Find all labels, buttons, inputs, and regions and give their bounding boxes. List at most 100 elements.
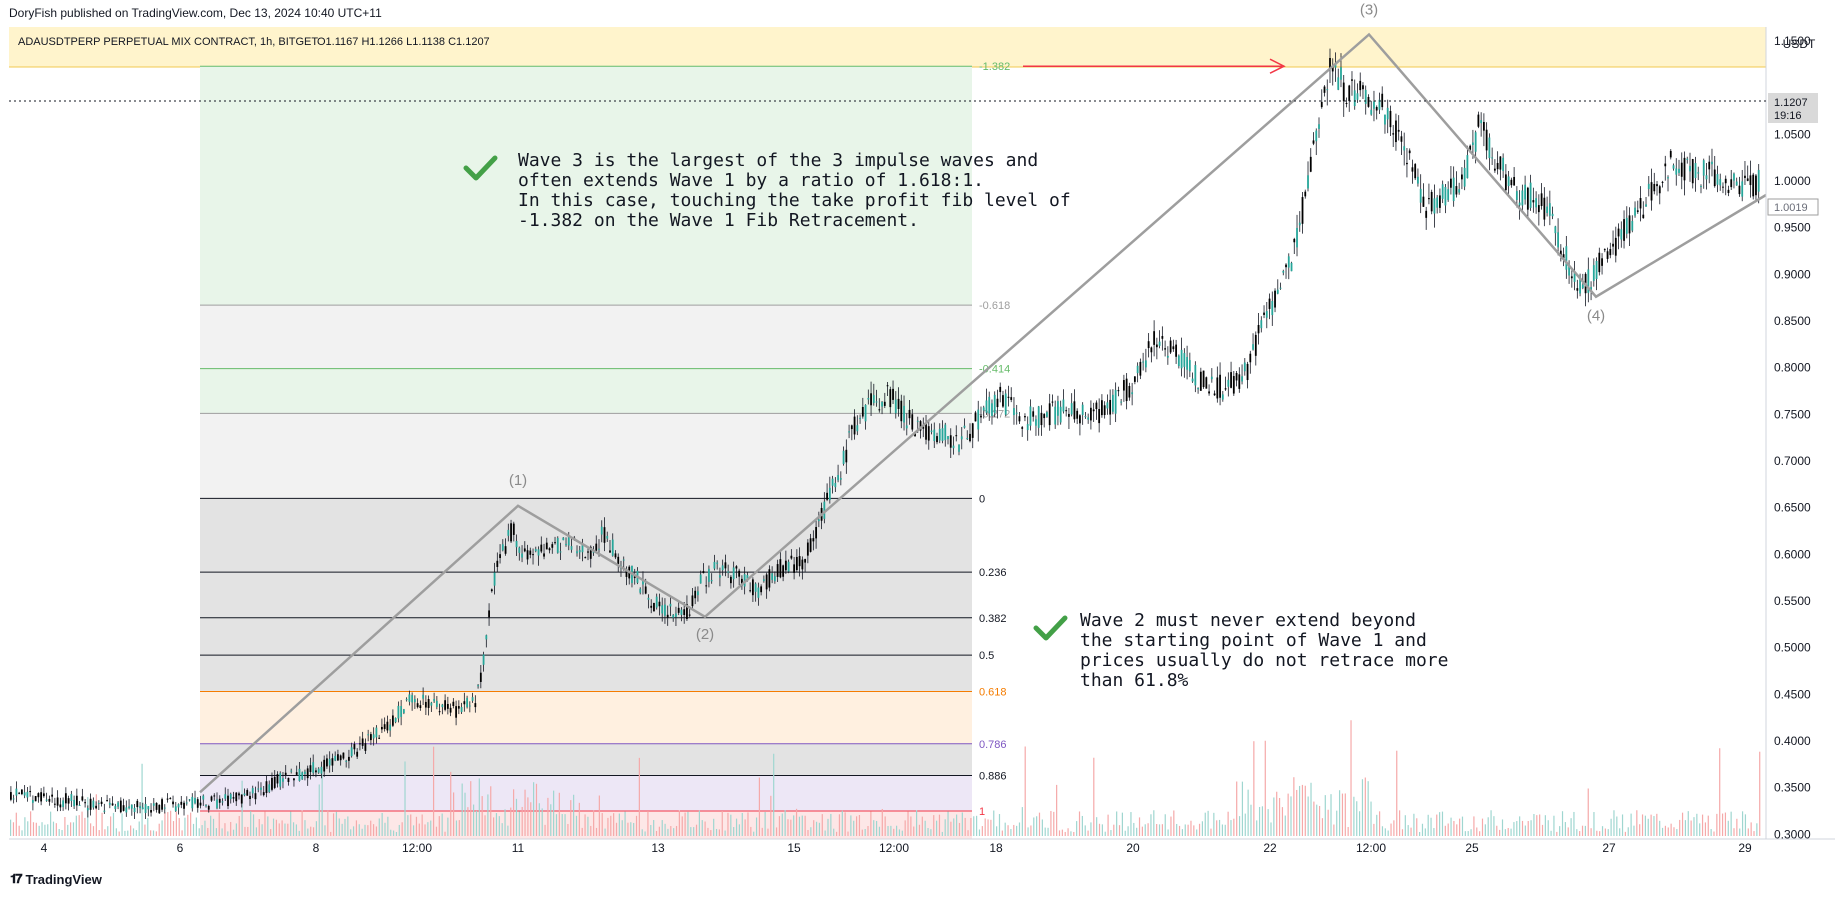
candle-body (1510, 179, 1513, 186)
volume-bar (901, 830, 903, 836)
volume-bar (1633, 825, 1635, 836)
candle-body (878, 409, 881, 411)
candle-body (1073, 401, 1076, 420)
volume-bar (1419, 831, 1421, 836)
candle-body (1241, 376, 1243, 382)
candle-body (48, 798, 51, 802)
candle-body (609, 550, 611, 553)
candle-body (199, 802, 202, 806)
volume-bar (275, 819, 277, 836)
volume-bar (730, 814, 732, 836)
candle-body (762, 579, 765, 582)
volume-bar (41, 822, 43, 836)
volume-bar (750, 826, 752, 836)
volume-bar (653, 820, 655, 836)
candle-body (1581, 284, 1584, 289)
candle-body (257, 788, 260, 790)
candle-body (367, 734, 370, 736)
candle-body (128, 806, 130, 809)
candle-body (485, 635, 488, 640)
volume-bar (567, 823, 569, 836)
volume-bar (893, 828, 895, 836)
tradingview-logo[interactable]: 𝟏𝟕 TradingView (10, 871, 102, 887)
volume-bar (724, 830, 726, 836)
candle-body (1386, 107, 1389, 120)
volume-bar (241, 780, 243, 836)
volume-bar (1681, 812, 1684, 836)
candle-body (664, 604, 666, 616)
candle-body (320, 766, 323, 774)
fib-zone (200, 66, 972, 306)
volume-bar (607, 817, 609, 836)
volume-bar (738, 824, 741, 836)
candle-body (100, 801, 103, 804)
candle-body (1447, 189, 1450, 201)
volume-bar (513, 789, 515, 836)
candle-body (815, 526, 817, 539)
volume-bar (818, 822, 821, 836)
candle-body (224, 794, 227, 799)
volume-bar (195, 817, 197, 836)
volume-bar (227, 831, 229, 836)
candle-body (31, 799, 34, 803)
volume-bar (1433, 828, 1435, 836)
candle-body (740, 578, 743, 586)
candle-body (1414, 164, 1417, 179)
candle-body (29, 791, 32, 793)
candle-body (655, 596, 658, 608)
candle-body (708, 568, 710, 582)
candle-body (474, 703, 477, 708)
candle-body (1562, 254, 1565, 260)
candle-body (18, 792, 21, 794)
volume-bar (1336, 810, 1338, 836)
volume-bar (1033, 817, 1035, 836)
candle-body (1395, 120, 1397, 143)
candle-body (262, 792, 265, 796)
candle-body (1131, 392, 1134, 395)
currency-label[interactable]: USDT (1783, 37, 1816, 51)
candle-body (894, 399, 897, 414)
volume-bar (687, 811, 689, 836)
volume-bar (1227, 811, 1229, 836)
volume-bar (956, 814, 958, 836)
volume-bar (64, 817, 66, 836)
volume-bar (1679, 819, 1681, 836)
candle-body (556, 537, 559, 553)
volume-bar (684, 812, 686, 836)
volume-bar (1078, 811, 1081, 836)
volume-bar (264, 811, 266, 836)
candle-body (1749, 175, 1752, 186)
volume-bar (38, 825, 40, 836)
price-axis[interactable] (1766, 27, 1835, 839)
candle-body (1667, 177, 1669, 179)
candle-body (1540, 193, 1543, 207)
volume-bar (1030, 825, 1032, 836)
volume-bar (678, 810, 680, 836)
candle-body (254, 793, 257, 800)
volume-bar (1470, 829, 1472, 836)
candle-body (460, 707, 463, 713)
volume-bar (807, 829, 809, 836)
volume-bar (1613, 810, 1615, 836)
volume-bar (1396, 750, 1398, 836)
volume-bar (1710, 829, 1712, 836)
volume-bar (930, 829, 932, 836)
volume-bar (332, 813, 335, 836)
volume-bar (324, 825, 326, 836)
candle-body (1700, 185, 1702, 187)
candle-body (1186, 356, 1188, 370)
volume-bar (1584, 825, 1586, 836)
candle-body (1213, 393, 1216, 396)
candle-body (735, 566, 738, 569)
volume-bar (867, 826, 869, 836)
volume-bar (910, 816, 912, 836)
candle-body (1142, 361, 1145, 363)
volume-bar (635, 815, 638, 836)
volume-bar (107, 826, 109, 836)
volume-bar (1561, 811, 1564, 836)
candle-body (152, 803, 155, 806)
candle-body (1375, 107, 1378, 111)
volume-bar (650, 825, 652, 836)
volume-bar (1007, 825, 1009, 836)
